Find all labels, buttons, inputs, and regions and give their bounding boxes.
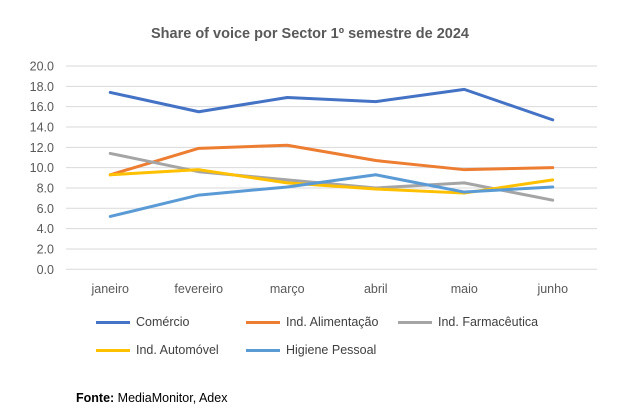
legend-label: Comércio xyxy=(136,315,190,329)
y-tick-label: 18.0 xyxy=(30,80,54,94)
legend-swatch xyxy=(96,348,130,352)
legend-item: Ind. Automóvel xyxy=(96,343,219,357)
legend-swatch xyxy=(96,320,130,324)
series-line-ind-alimenta-o xyxy=(108,143,555,177)
source-label: Fonte: xyxy=(76,391,115,405)
legend-label: Ind. Alimentação xyxy=(286,315,379,329)
series-line-higiene-pessoal xyxy=(108,173,555,218)
y-tick-label: 12.0 xyxy=(30,141,54,155)
legend-label: Ind. Automóvel xyxy=(136,343,219,357)
legend-item: Comércio xyxy=(96,315,190,329)
legend-label: Higiene Pessoal xyxy=(286,343,377,357)
y-tick-label: 14.0 xyxy=(30,120,54,134)
source-note: Fonte: MediaMonitor, Adex xyxy=(76,391,227,405)
legend-swatch xyxy=(246,348,280,352)
legend-swatch xyxy=(246,320,280,324)
chart-title: Share of voice por Sector 1º semestre de… xyxy=(150,26,469,42)
y-tick-label: 8.0 xyxy=(37,181,54,195)
legend-item: Higiene Pessoal xyxy=(246,343,376,357)
source-text: MediaMonitor, Adex xyxy=(114,391,228,405)
y-tick-label: 16.0 xyxy=(30,100,54,114)
x-tick-label: janeiro xyxy=(90,282,129,296)
y-tick-label: 20.0 xyxy=(30,60,54,74)
y-tick-label: 4.0 xyxy=(37,222,54,236)
series-line-com-rcio xyxy=(108,87,555,122)
x-tick-label: março xyxy=(270,282,305,296)
x-tick-label: fevereiro xyxy=(174,282,223,296)
y-tick-label: 6.0 xyxy=(37,202,54,216)
series-line-ind-farmac-utica xyxy=(108,151,555,202)
y-tick-label: 10.0 xyxy=(30,161,54,175)
legend-item: Ind. Alimentação xyxy=(246,315,378,329)
x-tick-label: junho xyxy=(536,282,568,296)
y-tick-label: 0.0 xyxy=(37,263,54,277)
y-tick-label: 2.0 xyxy=(37,242,54,256)
legend-label: Ind. Farmacêutica xyxy=(438,315,539,329)
legend-item: Ind. Farmacêutica xyxy=(398,315,538,329)
legend-swatch xyxy=(398,320,432,324)
x-tick-label: abril xyxy=(364,282,388,296)
x-tick-label: maio xyxy=(451,282,478,296)
